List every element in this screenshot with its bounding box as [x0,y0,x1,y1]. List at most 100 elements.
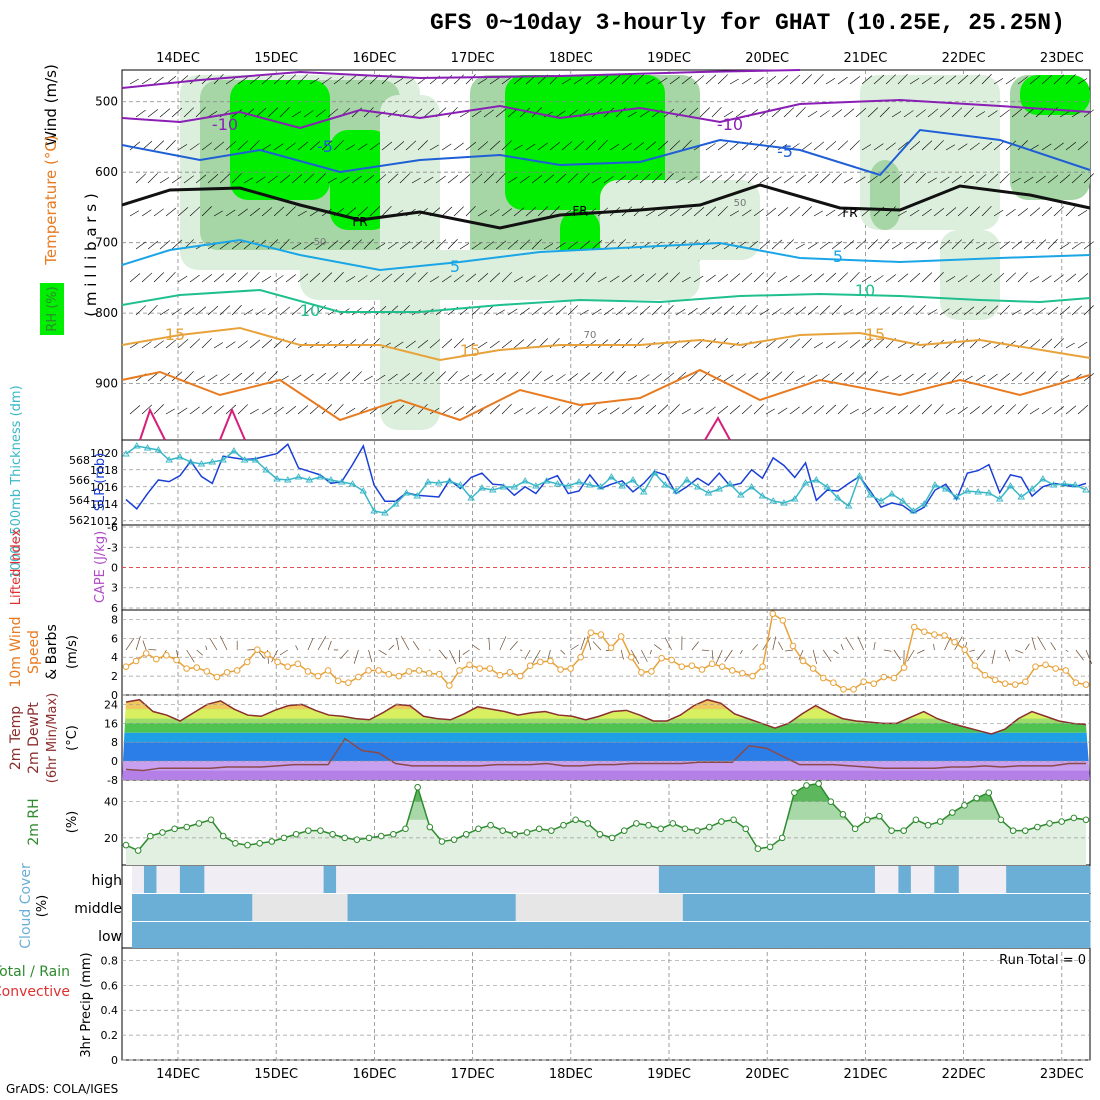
x-tick-bottom: 23DEC [1040,1067,1084,1082]
wind-barb [465,405,477,415]
wind-barb [759,309,770,316]
thickness-point [963,487,972,494]
wind-barb [531,175,543,184]
wind-barb [837,340,848,349]
rh2m-point [839,811,847,818]
cloud-bar [251,922,265,948]
wind-barb [789,338,801,349]
wind-barb [393,141,405,151]
cloud-bar [1006,866,1019,893]
wind10m-speed-point [547,657,554,665]
li-tick: -3 [107,541,118,554]
thickness-point [1049,481,1058,488]
wind-barb [483,305,494,316]
wind-barb [153,340,164,349]
wind-barb [771,371,783,382]
slp-tick: 1012 [90,515,118,528]
cloud-bar [503,922,516,948]
rh2m-point [523,829,531,836]
rh2m-point [341,834,349,842]
rh2m-point [535,825,543,833]
wind-barb [417,140,428,151]
cloud-bar [1018,866,1031,893]
wind-barb [891,305,903,316]
wind-barb [759,240,771,250]
wind-barb [897,273,909,283]
wind-barb [363,239,374,250]
wind-barb [327,177,337,184]
label-slp: SLP (mb) [93,453,108,512]
wind-barb [129,273,141,283]
wind-barb [177,144,188,151]
cloud-bar [742,866,756,893]
thickness-point [197,460,206,467]
wind10m-barb [1004,649,1011,662]
x-tick-bottom: 15DEC [254,1067,298,1082]
wind-barb [795,306,807,316]
cloud-bar [227,922,241,948]
thickness-point [564,482,573,489]
wind-barb [651,173,663,184]
wind-barb [171,239,183,250]
thickness-point [844,502,853,509]
contour-label: -10 [717,115,743,134]
wind10m-barb [1015,649,1024,654]
x-tick-top: 22DEC [942,51,986,66]
wind-barb [177,275,188,283]
wind-barb [735,173,747,184]
wind-barb [699,307,711,316]
wind-barb [1059,111,1069,118]
wind-barb [273,206,285,217]
rh2m-point [317,827,324,834]
wind-barb [411,177,421,184]
wind-barb [303,373,314,382]
wind-barb [1041,143,1052,151]
rh2m-point [815,780,822,787]
wind-barb [705,406,716,415]
rh2m-point [705,823,713,831]
wind-barb [489,340,500,349]
cloud-bar [551,922,564,948]
wind-barb [969,206,980,217]
wind-barb [759,177,770,184]
wind-barb [927,372,939,382]
wind-barb [237,208,248,217]
wind10m-barb [438,649,447,660]
x-tick-top: 21DEC [843,51,887,66]
wind-barb [159,177,170,184]
dewpt2m-line [125,737,1086,772]
cloud-bar [994,922,1007,948]
wind-barb [873,275,884,283]
wind-barb [813,210,823,217]
label-10m-wind: 10m Wind [8,616,24,687]
wind-barb [525,407,536,415]
wind-barb [345,339,357,349]
wind-barb [843,309,854,316]
thickness-point [683,476,691,483]
wind-barb [477,210,488,217]
wind10m-barb [711,649,714,660]
wind-barb [183,307,194,316]
wind-barb [399,372,411,382]
wind-barb [375,174,387,184]
wind-barb [435,239,447,250]
thickness-point [273,475,281,482]
wind-barb [375,306,387,316]
wind-barb [315,241,327,250]
wind-barb [285,405,297,415]
wind-barb [735,109,746,118]
contour-label: 15 [165,325,185,344]
contour-label: 15 [865,325,885,344]
label-cape: CAPE (J/kg) [93,531,108,603]
wind-barb [459,374,470,382]
wind-barb [327,108,339,118]
cloud-bar [515,922,528,948]
wind-barb [309,209,320,217]
wind-barb [693,407,704,415]
wind10m-speed-point [142,650,150,657]
contour-label: 50 [314,237,327,248]
label-wind: Wind (m/s) [42,64,60,146]
wind-barb [639,110,650,118]
thickness-point [1082,486,1090,493]
